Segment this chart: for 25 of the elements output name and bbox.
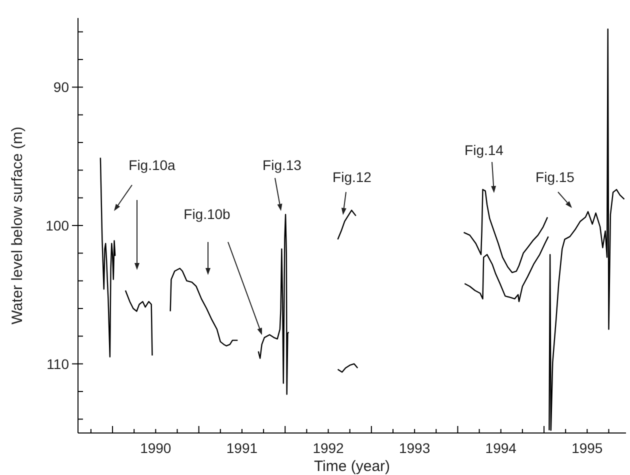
line-series — [337, 210, 356, 240]
annotation: Fig.12 — [332, 169, 372, 185]
line-series — [258, 214, 290, 395]
annotation: Fig.15 — [536, 169, 575, 185]
line-series — [337, 363, 358, 373]
x-tick-label: 1994 — [485, 440, 517, 456]
annotation: Fig.10a — [128, 157, 176, 173]
annotation: Fig.13 — [262, 157, 302, 173]
y-axis-title: Water level below surface (m) — [9, 126, 26, 324]
x-tick-label: 1993 — [398, 440, 430, 456]
line-series — [100, 157, 116, 358]
x-tick-label: 1995 — [572, 440, 603, 456]
y-tick-label: 110 — [46, 356, 70, 372]
line-series — [463, 188, 548, 274]
annotation: Fig.14 — [464, 142, 504, 158]
line-series — [124, 290, 153, 356]
line-series — [170, 268, 238, 346]
x-tick-label: 1992 — [312, 440, 344, 456]
line-series — [464, 236, 549, 302]
x-axis-title: Time (year) — [314, 458, 390, 475]
x-tick-label: 1991 — [226, 440, 258, 456]
y-tick-label: 90 — [53, 79, 70, 96]
x-tick-label: 1990 — [140, 440, 172, 456]
annotation: Fig.10b — [184, 206, 231, 222]
y-tick-label: 100 — [46, 218, 70, 234]
